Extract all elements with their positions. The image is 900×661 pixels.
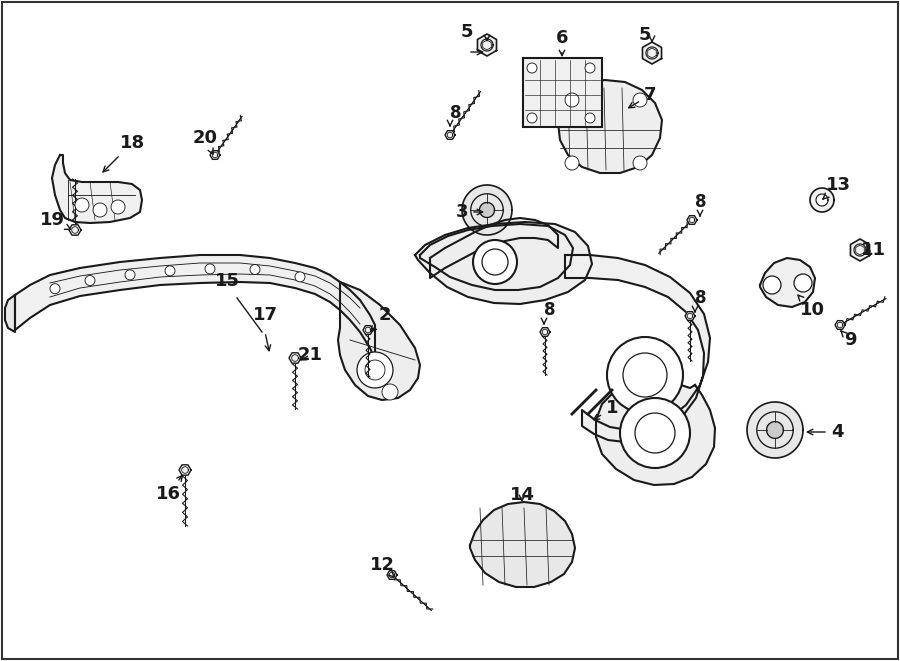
Circle shape	[633, 156, 647, 170]
Polygon shape	[687, 215, 697, 224]
Polygon shape	[558, 80, 662, 173]
Polygon shape	[747, 402, 803, 458]
Text: 16: 16	[156, 475, 183, 503]
Text: 2: 2	[371, 306, 392, 332]
Polygon shape	[462, 185, 512, 235]
Polygon shape	[470, 502, 575, 587]
Polygon shape	[540, 328, 550, 336]
Text: 18: 18	[104, 134, 145, 172]
Text: 14: 14	[509, 486, 535, 504]
Text: 9: 9	[841, 330, 856, 349]
Polygon shape	[685, 312, 695, 321]
Polygon shape	[387, 570, 397, 579]
Circle shape	[620, 398, 690, 468]
Polygon shape	[760, 258, 815, 307]
Circle shape	[382, 384, 398, 400]
Text: 21: 21	[298, 346, 322, 364]
Polygon shape	[835, 321, 845, 329]
Circle shape	[165, 266, 175, 276]
Circle shape	[357, 352, 393, 388]
Text: 8: 8	[695, 289, 707, 307]
Polygon shape	[816, 194, 828, 206]
Polygon shape	[69, 225, 81, 235]
Text: 8: 8	[695, 193, 707, 211]
Circle shape	[527, 113, 537, 123]
Text: 15: 15	[215, 272, 240, 290]
Polygon shape	[430, 218, 558, 278]
Circle shape	[50, 284, 60, 293]
Text: 4: 4	[807, 423, 843, 441]
Circle shape	[633, 93, 647, 107]
Polygon shape	[596, 381, 715, 485]
Text: 5: 5	[461, 23, 473, 41]
Circle shape	[478, 243, 508, 273]
Circle shape	[295, 272, 305, 282]
Polygon shape	[5, 295, 15, 332]
Circle shape	[565, 156, 579, 170]
Polygon shape	[445, 131, 455, 139]
Polygon shape	[179, 465, 191, 475]
Text: 7: 7	[629, 86, 656, 108]
Polygon shape	[420, 224, 573, 290]
Text: 3: 3	[455, 203, 482, 221]
Text: 8: 8	[450, 104, 462, 122]
Polygon shape	[850, 239, 869, 261]
Text: 20: 20	[193, 129, 218, 154]
Text: 8: 8	[544, 301, 555, 319]
Circle shape	[585, 113, 595, 123]
Text: 11: 11	[860, 241, 886, 259]
Polygon shape	[210, 151, 220, 159]
Polygon shape	[810, 188, 834, 212]
Text: 5: 5	[639, 26, 652, 44]
Circle shape	[565, 93, 579, 107]
Polygon shape	[415, 222, 592, 304]
Circle shape	[125, 270, 135, 280]
Circle shape	[527, 63, 537, 73]
Circle shape	[763, 276, 781, 294]
Text: 17: 17	[253, 306, 278, 324]
Circle shape	[250, 264, 260, 274]
Circle shape	[607, 337, 683, 413]
Polygon shape	[767, 422, 783, 438]
FancyBboxPatch shape	[523, 58, 602, 127]
Polygon shape	[480, 202, 494, 217]
Text: 13: 13	[823, 176, 850, 199]
Circle shape	[794, 274, 812, 292]
Circle shape	[473, 240, 517, 284]
Text: 19: 19	[40, 211, 71, 229]
Polygon shape	[565, 255, 710, 442]
Text: 10: 10	[798, 295, 824, 319]
Circle shape	[93, 203, 107, 217]
Text: 12: 12	[370, 556, 394, 577]
Polygon shape	[15, 255, 375, 360]
Circle shape	[205, 264, 215, 274]
Polygon shape	[643, 42, 662, 64]
Polygon shape	[52, 155, 142, 223]
Polygon shape	[478, 34, 497, 56]
Polygon shape	[289, 353, 301, 363]
Polygon shape	[338, 282, 420, 400]
Circle shape	[111, 200, 125, 214]
Polygon shape	[363, 326, 373, 334]
Circle shape	[75, 198, 89, 212]
Text: 1: 1	[594, 399, 618, 420]
Text: 6: 6	[556, 29, 568, 56]
Circle shape	[85, 276, 95, 286]
Circle shape	[585, 63, 595, 73]
